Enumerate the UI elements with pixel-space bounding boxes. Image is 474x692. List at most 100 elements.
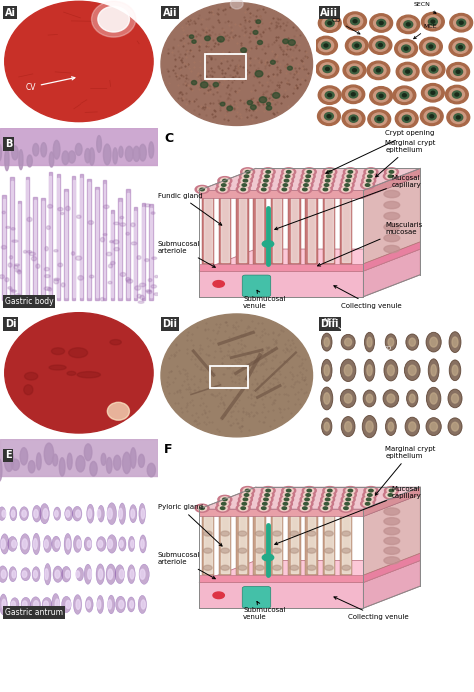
- Circle shape: [406, 70, 410, 73]
- Circle shape: [273, 531, 282, 536]
- Circle shape: [201, 82, 208, 88]
- Bar: [199, 575, 364, 583]
- Ellipse shape: [119, 146, 123, 158]
- Bar: [3, 199, 5, 297]
- Ellipse shape: [451, 422, 458, 431]
- Circle shape: [321, 176, 335, 185]
- Text: Muscularis
mucosae: Muscularis mucosae: [318, 222, 423, 266]
- Ellipse shape: [28, 461, 35, 473]
- Ellipse shape: [129, 504, 137, 522]
- Circle shape: [253, 30, 258, 35]
- Ellipse shape: [404, 360, 420, 381]
- Ellipse shape: [85, 597, 93, 612]
- Ellipse shape: [64, 534, 72, 554]
- Ellipse shape: [139, 283, 146, 286]
- Circle shape: [456, 70, 460, 73]
- Circle shape: [345, 502, 349, 505]
- Bar: [205, 54, 246, 80]
- Circle shape: [304, 174, 312, 179]
- Circle shape: [281, 183, 290, 188]
- Ellipse shape: [87, 540, 91, 547]
- Ellipse shape: [108, 539, 112, 549]
- Circle shape: [374, 17, 389, 29]
- Circle shape: [218, 176, 232, 185]
- Ellipse shape: [8, 536, 17, 552]
- Ellipse shape: [62, 151, 69, 165]
- Circle shape: [91, 1, 136, 37]
- Ellipse shape: [54, 278, 60, 280]
- Circle shape: [388, 493, 392, 496]
- Ellipse shape: [4, 450, 14, 471]
- Circle shape: [353, 19, 357, 23]
- Circle shape: [300, 176, 314, 185]
- Circle shape: [284, 170, 293, 174]
- Circle shape: [376, 69, 380, 72]
- Ellipse shape: [388, 338, 394, 346]
- Circle shape: [259, 187, 268, 192]
- Circle shape: [346, 179, 350, 182]
- Ellipse shape: [387, 394, 395, 403]
- Text: B: B: [5, 139, 12, 149]
- Circle shape: [257, 185, 271, 194]
- Circle shape: [349, 39, 365, 52]
- Ellipse shape: [384, 212, 400, 220]
- Circle shape: [326, 170, 334, 174]
- Ellipse shape: [99, 569, 103, 579]
- Text: SECN: SECN: [398, 313, 415, 326]
- Circle shape: [282, 178, 291, 183]
- Ellipse shape: [66, 538, 70, 549]
- Circle shape: [273, 93, 280, 98]
- Ellipse shape: [1, 539, 5, 549]
- Ellipse shape: [110, 340, 121, 345]
- Circle shape: [454, 69, 463, 75]
- Ellipse shape: [321, 387, 333, 410]
- Circle shape: [353, 69, 356, 72]
- Ellipse shape: [141, 509, 145, 519]
- Circle shape: [238, 565, 247, 570]
- Ellipse shape: [44, 443, 54, 464]
- Ellipse shape: [33, 143, 39, 156]
- Ellipse shape: [98, 505, 104, 522]
- Ellipse shape: [27, 217, 32, 221]
- Ellipse shape: [8, 286, 12, 289]
- Circle shape: [458, 46, 462, 48]
- Circle shape: [369, 170, 373, 173]
- Circle shape: [240, 501, 249, 507]
- Circle shape: [5, 1, 153, 122]
- Ellipse shape: [84, 444, 92, 461]
- Circle shape: [301, 183, 310, 188]
- Circle shape: [395, 109, 418, 128]
- Ellipse shape: [114, 455, 121, 470]
- Ellipse shape: [321, 359, 332, 381]
- Text: Gastric body: Gastric body: [5, 297, 54, 306]
- Bar: [256, 198, 264, 262]
- Circle shape: [352, 42, 361, 49]
- Circle shape: [200, 507, 204, 509]
- Circle shape: [386, 493, 395, 498]
- Circle shape: [203, 565, 212, 570]
- Circle shape: [305, 179, 309, 182]
- Circle shape: [321, 506, 330, 511]
- Ellipse shape: [384, 537, 400, 545]
- Circle shape: [304, 493, 312, 498]
- Circle shape: [421, 84, 444, 102]
- Circle shape: [362, 495, 376, 503]
- Circle shape: [221, 184, 226, 186]
- Circle shape: [219, 501, 228, 507]
- Text: Diii: Diii: [320, 319, 339, 329]
- Circle shape: [250, 105, 256, 109]
- Ellipse shape: [22, 510, 27, 517]
- Circle shape: [282, 168, 296, 176]
- Ellipse shape: [98, 600, 101, 609]
- Circle shape: [455, 93, 459, 96]
- Ellipse shape: [0, 594, 7, 615]
- Ellipse shape: [76, 510, 81, 518]
- Ellipse shape: [131, 242, 137, 245]
- Bar: [288, 516, 301, 575]
- Circle shape: [350, 66, 359, 74]
- Circle shape: [365, 178, 373, 183]
- Bar: [221, 198, 229, 262]
- Ellipse shape: [46, 226, 50, 230]
- Bar: [87, 179, 91, 300]
- Ellipse shape: [410, 394, 415, 403]
